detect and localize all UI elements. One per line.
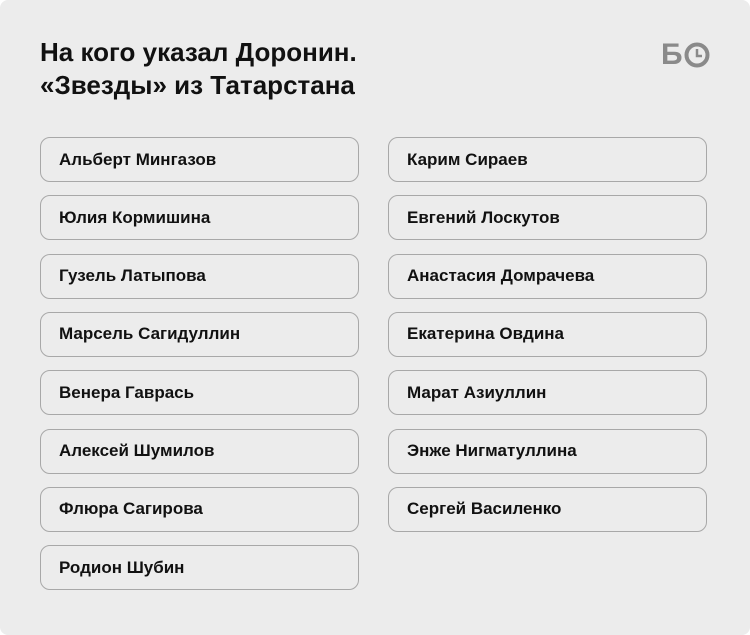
person-card: Алексей Шумилов — [40, 428, 359, 474]
person-card: Юлия Кормишина — [40, 195, 359, 241]
person-card: Венера Гаврась — [40, 370, 359, 416]
person-card: Карим Сираев — [388, 137, 707, 182]
title-line-1: На кого указал Доронин. — [40, 37, 357, 67]
person-card: Екатерина Овдина — [388, 311, 707, 357]
bo-logo: Б — [661, 40, 710, 70]
person-card: Евгений Лоскутов — [388, 195, 707, 241]
clock-icon — [684, 42, 710, 68]
person-card: Марат Азиуллин — [388, 370, 707, 416]
person-card: Флюра Сагирова — [40, 486, 359, 532]
person-card: Сергей Василенко — [388, 486, 707, 532]
page-title: На кого указал Доронин. «Звезды» из Тата… — [40, 36, 357, 102]
person-card: Марсель Сагидуллин — [40, 311, 359, 357]
person-card: Гузель Латыпова — [40, 253, 359, 299]
person-card: Анастасия Домрачева — [388, 253, 707, 299]
person-card: Родион Шубин — [40, 545, 359, 591]
person-card: Энже Нигматуллина — [388, 428, 707, 474]
title-line-2: «Звезды» из Татарстана — [40, 70, 355, 100]
person-card: Альберт Мингазов — [40, 137, 359, 182]
